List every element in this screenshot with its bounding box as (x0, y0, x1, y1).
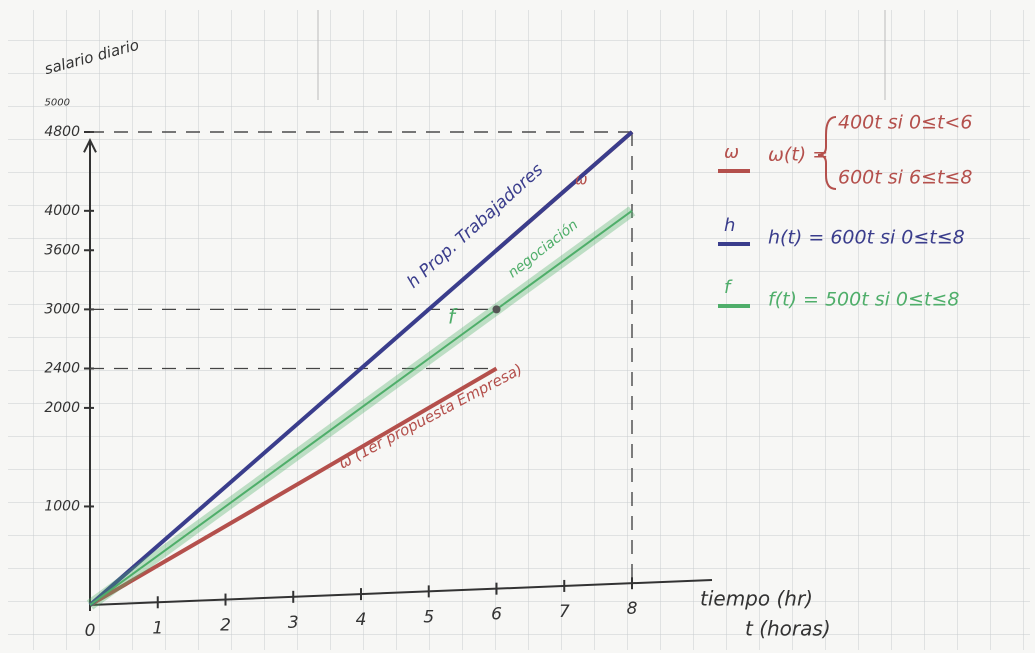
y-tick-label: 3600 (44, 242, 80, 258)
y-tick-label: 3000 (44, 301, 80, 317)
legend-symbol: ω (724, 142, 739, 163)
y-tick-label: 5000 (45, 97, 70, 108)
x-tick-label: 2 (220, 616, 231, 636)
legend-formula: h(t) = 600t si 0≤t≤8 (768, 227, 965, 249)
x-tick-label: 7 (559, 602, 570, 622)
y-tick-label: 2000 (44, 400, 80, 416)
y-tick-label: 1000 (44, 498, 80, 514)
chart: salario diario tiempo (hr) t (horas) 012… (0, 0, 1035, 653)
x-tick-label: 6 (491, 605, 502, 625)
y-tick-label: 4000 (44, 203, 80, 219)
legend-formula: 600t si 6≤t≤8 (838, 167, 972, 189)
y-tick-label: 2400 (44, 361, 80, 377)
x-tick-label: 0 (85, 621, 96, 641)
legend-formula: f(t) = 500t si 0≤t≤8 (768, 289, 959, 311)
legend-formula: 400t si 0≤t<6 (838, 112, 972, 134)
x-tick-label: 4 (356, 610, 367, 630)
x-tick-label: 8 (627, 599, 638, 619)
annotation: ω (575, 171, 588, 189)
x-tick-label: 1 (152, 618, 163, 638)
x-axis-label-2: t (horas) (745, 617, 831, 641)
legend-symbol: h (724, 215, 735, 236)
point (493, 305, 501, 313)
x-axis-label: tiempo (hr) (700, 587, 813, 611)
y-tick-label: 4800 (44, 124, 80, 140)
x-tick-label: 5 (423, 607, 434, 627)
x-tick-label: 3 (288, 613, 299, 633)
